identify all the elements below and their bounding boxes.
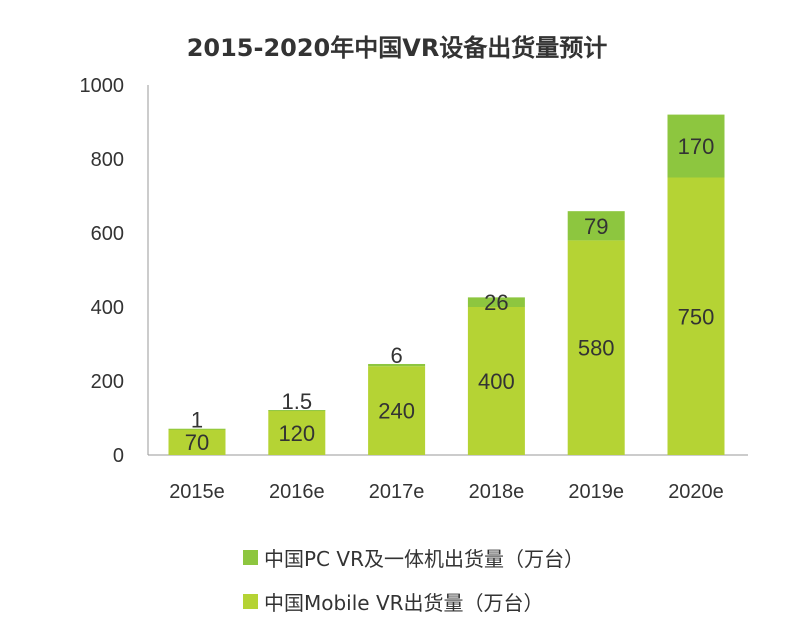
y-tick-label: 1000: [80, 75, 125, 97]
bar-pc: [667, 114, 725, 178]
data-label: 79: [584, 214, 608, 239]
bar-mobile: [168, 429, 226, 455]
x-tick-label: 2015e: [169, 481, 225, 503]
bar-pc: [268, 410, 326, 412]
data-label: 6: [390, 343, 402, 368]
data-label: 580: [578, 336, 615, 361]
x-tick-label: 2018e: [469, 481, 525, 503]
y-tick-label: 400: [91, 297, 124, 319]
x-tick-label: 2017e: [369, 481, 425, 503]
bar-pc: [467, 297, 525, 307]
legend-item-pc: 中国PC VR及一体机出货量（万台）: [243, 543, 584, 572]
data-label: 1: [191, 408, 203, 433]
bar-mobile: [667, 177, 725, 455]
legend-swatch-pc: [243, 550, 258, 565]
legend-swatch-mobile: [243, 594, 258, 609]
data-label: 170: [678, 134, 715, 159]
bar-mobile: [467, 307, 525, 455]
y-tick-label: 0: [113, 445, 124, 467]
bar-mobile: [567, 240, 625, 455]
legend-label-pc: 中国PC VR及一体机出货量（万台）: [264, 547, 584, 571]
x-tick-label: 2019e: [568, 481, 624, 503]
y-tick-label: 600: [91, 223, 124, 245]
y-tick-label: 200: [91, 371, 124, 393]
data-label: 400: [478, 369, 515, 394]
chart-title: 2015-2020年中国VR设备出货量预计: [186, 34, 608, 62]
data-label: 750: [678, 304, 715, 329]
legend-label-mobile: 中国Mobile VR出货量（万台）: [264, 591, 544, 615]
bar-pc: [567, 211, 625, 241]
x-tick-label: 2020e: [668, 481, 724, 503]
data-label: 240: [378, 399, 415, 424]
bar-mobile: [268, 410, 326, 455]
data-label: 26: [484, 290, 508, 315]
bar-mobile: [368, 366, 426, 455]
legend-item-mobile: 中国Mobile VR出货量（万台）: [243, 587, 544, 616]
data-label: 120: [278, 421, 315, 446]
data-label: 70: [185, 430, 209, 455]
data-label: 1.5: [282, 389, 313, 414]
bar-pc: [368, 363, 426, 367]
x-tick-label: 2016e: [269, 481, 325, 503]
y-tick-label: 800: [91, 149, 124, 171]
bar-pc: [168, 428, 226, 430]
